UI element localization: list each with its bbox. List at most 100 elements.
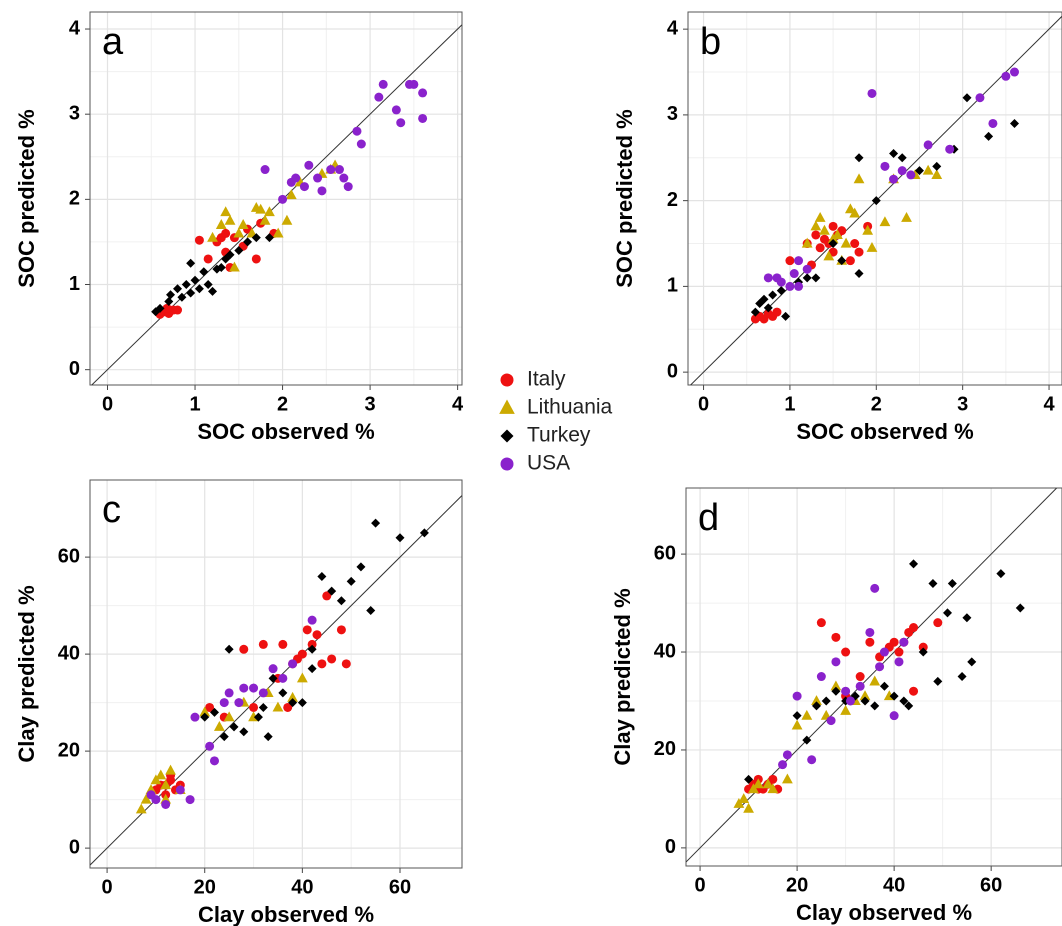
legend-label: Lithuania: [527, 396, 613, 419]
point: [312, 630, 322, 640]
plot-frame: [685, 487, 1062, 867]
point: [162, 303, 172, 313]
point: [768, 290, 778, 300]
point: [233, 227, 245, 238]
x-tick-label: 0: [698, 393, 709, 415]
x-tick-label: 2: [277, 393, 288, 415]
point: [224, 214, 236, 225]
point: [814, 211, 826, 222]
point: [738, 793, 750, 803]
point: [772, 307, 782, 317]
point: [802, 273, 812, 283]
point: [871, 196, 881, 206]
point: [767, 783, 779, 794]
point: [239, 683, 249, 693]
point: [166, 290, 176, 300]
point: [220, 206, 232, 217]
plot-frame: [89, 479, 463, 869]
x-axis-title: Clay observed %: [796, 900, 972, 925]
point: [135, 803, 147, 814]
point: [840, 704, 852, 715]
point: [175, 785, 185, 795]
point: [336, 596, 346, 606]
y-tick-label: 40: [58, 642, 80, 664]
x-tick-label: 3: [365, 393, 376, 415]
point: [870, 701, 880, 711]
point: [845, 696, 855, 706]
x-axis-title: SOC observed %: [796, 419, 973, 444]
panel-label: c: [102, 489, 121, 531]
point: [339, 173, 349, 183]
point: [336, 625, 346, 635]
point: [229, 261, 240, 272]
point: [264, 233, 274, 243]
y-tick-label: 3: [667, 103, 678, 125]
point: [928, 578, 938, 588]
point: [205, 741, 215, 751]
point: [173, 284, 183, 294]
legend-label: Italy: [527, 368, 566, 391]
point: [807, 755, 817, 765]
y-tick-label: 3: [69, 102, 80, 124]
point: [841, 647, 851, 657]
point: [297, 649, 307, 659]
identity-line: [686, 488, 1058, 863]
point: [759, 294, 769, 304]
point: [845, 256, 855, 266]
point: [213, 721, 225, 731]
point: [894, 647, 904, 657]
point: [811, 273, 821, 283]
point: [831, 657, 841, 667]
y-tick-label: 40: [654, 640, 676, 662]
y-tick-label: 20: [654, 738, 676, 760]
point: [801, 237, 813, 248]
point: [778, 760, 788, 770]
point: [854, 153, 864, 163]
point: [889, 711, 899, 721]
point: [850, 239, 860, 249]
point: [801, 709, 813, 720]
point: [253, 712, 263, 722]
point: [155, 769, 167, 780]
point: [889, 174, 899, 184]
point: [209, 756, 219, 766]
point: [356, 562, 366, 572]
point: [221, 228, 231, 238]
point: [866, 241, 878, 252]
point: [251, 254, 261, 264]
point: [409, 79, 419, 89]
point: [821, 696, 831, 706]
point: [947, 578, 957, 588]
x-tick-label: 20: [786, 874, 808, 896]
point: [855, 681, 865, 691]
y-tick-label: 0: [665, 836, 676, 858]
point: [862, 224, 874, 235]
point: [307, 615, 317, 625]
point: [828, 239, 838, 249]
point: [334, 165, 344, 175]
legend-marker: [500, 457, 514, 471]
point: [879, 681, 889, 691]
point: [207, 231, 218, 242]
point: [140, 793, 152, 804]
point: [249, 702, 259, 712]
point: [264, 206, 275, 217]
x-tick-label: 0: [102, 393, 113, 415]
point: [841, 686, 851, 696]
x-tick-label: 4: [1043, 393, 1055, 415]
point: [815, 243, 825, 253]
point: [794, 256, 804, 266]
point: [792, 691, 802, 701]
point: [860, 696, 870, 706]
point: [203, 280, 213, 290]
point: [190, 275, 200, 285]
point: [317, 186, 327, 196]
legend-label: USA: [527, 452, 570, 475]
y-tick-label: 60: [654, 542, 676, 564]
point: [802, 264, 812, 274]
point: [1009, 118, 1019, 128]
point: [933, 676, 943, 686]
point: [304, 160, 314, 170]
point: [909, 559, 919, 569]
x-axis-title: Clay observed %: [198, 902, 374, 926]
